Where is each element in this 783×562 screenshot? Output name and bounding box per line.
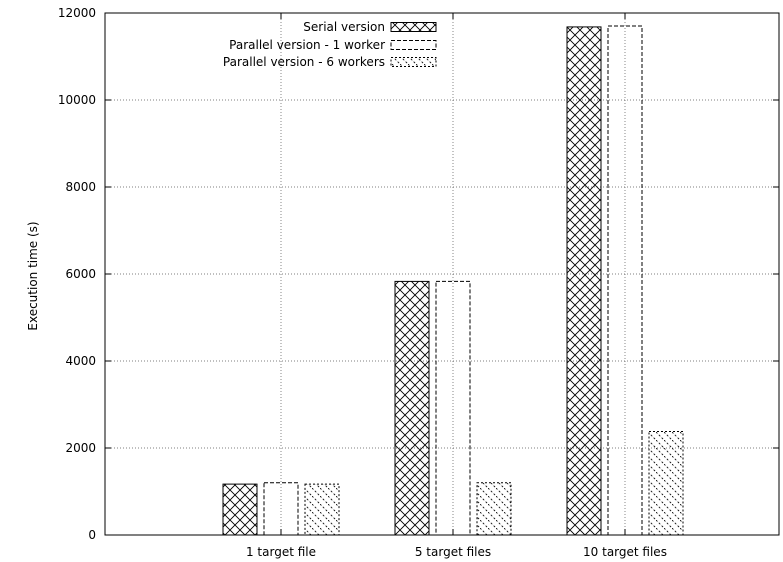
legend-label: Serial version [303, 20, 385, 34]
y-tick-label: 4000 [65, 354, 96, 368]
bars [222, 25, 684, 536]
grid-lines [105, 13, 779, 535]
legend-label: Parallel version - 6 workers [223, 55, 385, 69]
x-axis-labels: 1 target file 5 target files 10 target fil… [246, 545, 667, 559]
y-tick-label: 0 [88, 528, 96, 542]
x-tick-label: 5 target files [415, 545, 491, 559]
legend: Serial version Parallel version - 1 worke… [223, 20, 437, 69]
y-tick-label: 8000 [65, 180, 96, 194]
bar-s1-c3 [566, 26, 602, 536]
bar-s1-c1 [222, 483, 258, 536]
legend-swatch-1 [390, 22, 437, 32]
x-tick-label: 1 target file [246, 545, 316, 559]
y-tick-label: 2000 [65, 441, 96, 455]
x-tick-label: 10 target files [583, 545, 667, 559]
y-tick-label: 6000 [65, 267, 96, 281]
bar-s3-c3 [648, 430, 684, 536]
y-axis: 0 2000 4000 6000 8000 10000 12000 [58, 6, 779, 542]
y-tick-label: 10000 [58, 93, 96, 107]
plot-frame [104, 12, 780, 536]
legend-swatch-3 [390, 57, 437, 67]
bar-s3-c2 [476, 482, 512, 536]
bar-s3-c1 [304, 483, 340, 536]
y-tick-label: 12000 [58, 6, 96, 20]
bar-s1-c2 [394, 280, 430, 536]
legend-swatch-2 [390, 40, 437, 50]
legend-label: Parallel version - 1 worker [229, 38, 385, 52]
y-axis-label: Execution time (s) [26, 221, 40, 330]
